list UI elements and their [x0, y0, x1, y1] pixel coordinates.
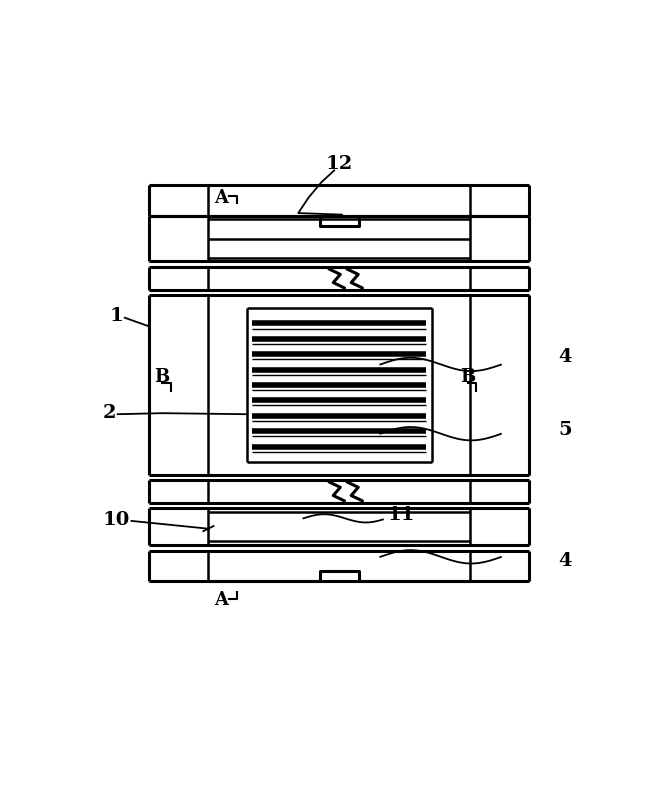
Text: 12: 12 [326, 155, 353, 174]
Text: 11: 11 [387, 506, 414, 524]
Text: 2: 2 [103, 404, 116, 422]
Text: 4: 4 [558, 347, 572, 366]
Text: 5: 5 [558, 421, 572, 439]
Text: 1: 1 [109, 307, 123, 325]
Text: A: A [214, 591, 228, 609]
Text: B: B [460, 368, 475, 386]
Text: 10: 10 [103, 511, 130, 529]
Text: 4: 4 [558, 552, 572, 570]
Text: A: A [214, 189, 228, 207]
Text: B: B [155, 368, 170, 386]
